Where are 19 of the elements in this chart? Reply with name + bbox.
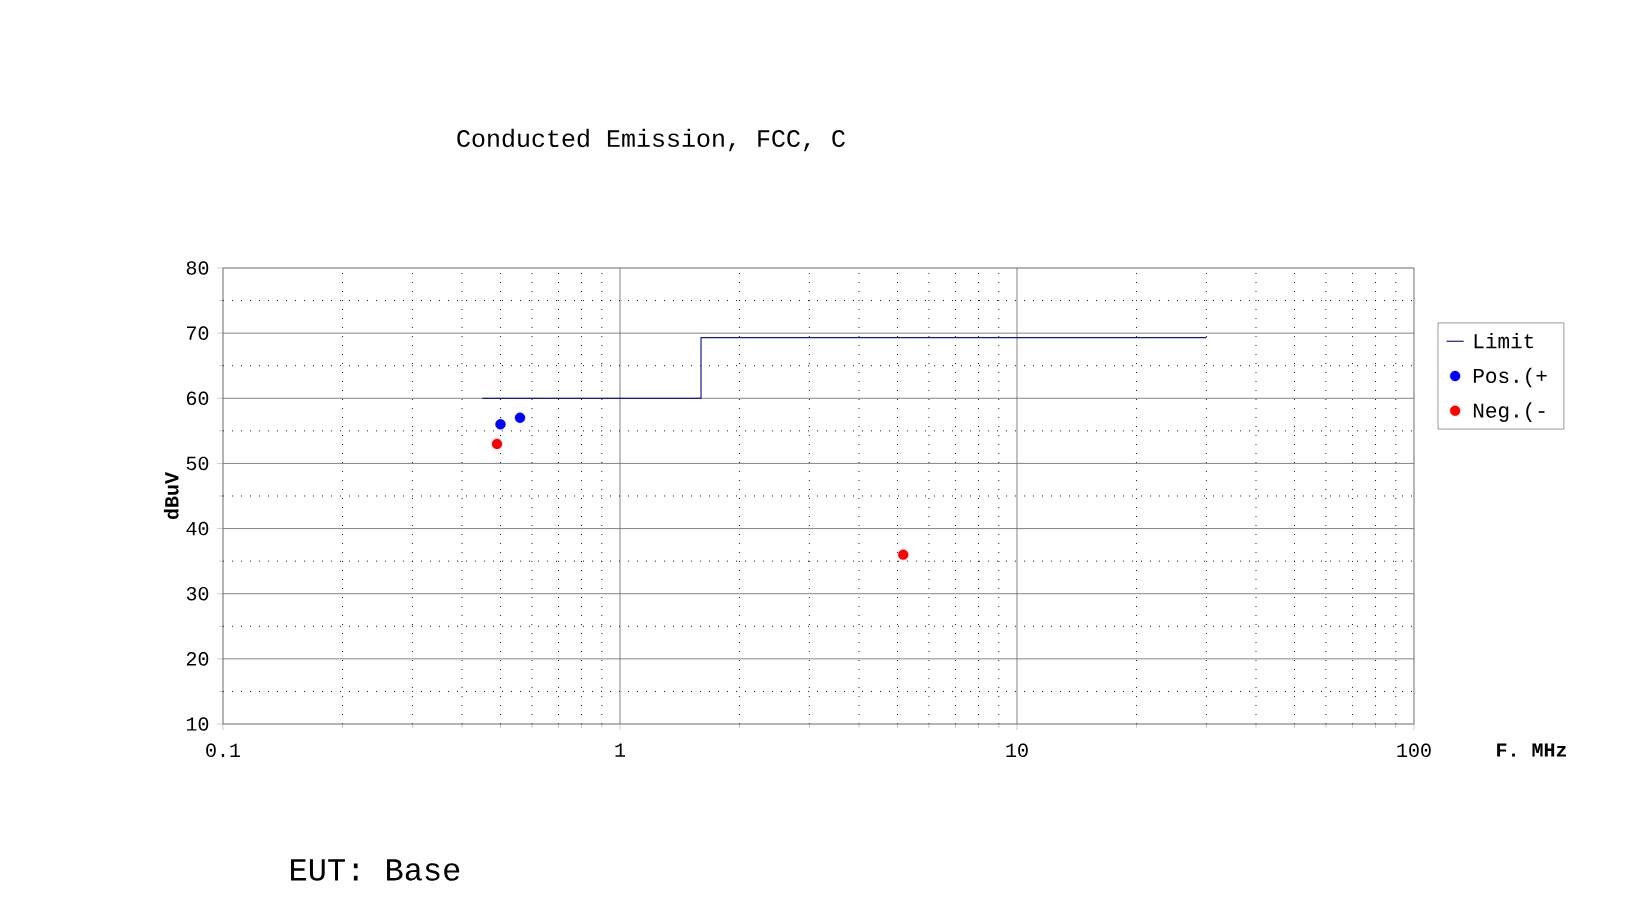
x-tick-label: 10	[1006, 743, 1028, 758]
chart-title: Conducted Emission, FCC, C	[457, 128, 845, 152]
y-tick-label: 20	[186, 652, 209, 666]
y-tick-label: 50	[186, 456, 209, 471]
y-tick-label: 60	[186, 391, 209, 406]
y-tick-label: 40	[186, 521, 209, 536]
y-tick-label: 10	[186, 717, 209, 731]
x-tick-label: 1	[615, 743, 626, 757]
legend-label: Pos.(+	[1473, 367, 1547, 388]
y-tick-label: 30	[186, 586, 209, 601]
x-tick-label: 0.1	[206, 743, 241, 758]
y-axis-title: dBuV	[163, 472, 179, 520]
x-tick-label: 100	[1397, 743, 1431, 758]
x-axis-title: F. MHz	[1497, 743, 1567, 757]
y-tick-label: 80	[186, 261, 209, 275]
y-tick-label: 70	[187, 326, 209, 340]
legend-label: Limit	[1474, 332, 1534, 349]
text: EUT: Base	[291, 859, 460, 881]
legend-label: Neg.(-	[1473, 402, 1545, 422]
